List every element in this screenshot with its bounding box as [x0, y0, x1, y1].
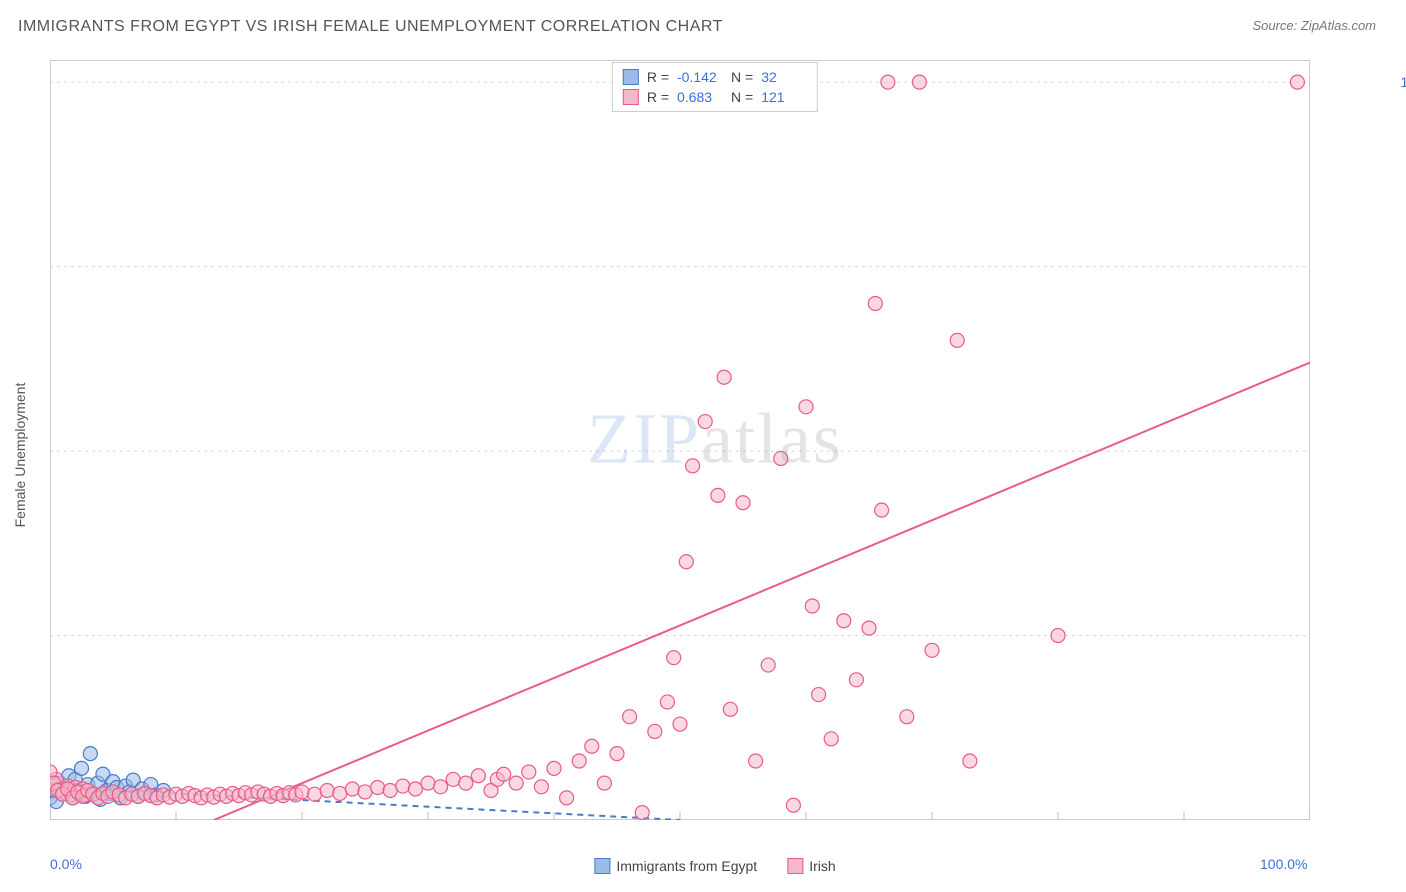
legend-r-label: R = — [647, 87, 669, 107]
x-tick-label: 100.0% — [1260, 856, 1307, 872]
series-legend: Immigrants from Egypt Irish — [594, 858, 835, 874]
legend-swatch — [623, 89, 639, 105]
page-title: IMMIGRANTS FROM EGYPT VS IRISH FEMALE UN… — [18, 18, 723, 36]
legend-swatch — [623, 69, 639, 85]
legend-r-value: 0.683 — [677, 87, 723, 107]
legend-n-value: 121 — [761, 87, 807, 107]
legend-n-label: N = — [731, 87, 753, 107]
x-tick-label: 0.0% — [50, 856, 82, 872]
legend-label: Immigrants from Egypt — [616, 858, 757, 874]
scatter-plot — [50, 60, 1310, 820]
legend-row: R = -0.142 N = 32 — [623, 67, 807, 87]
legend-label: Irish — [809, 858, 835, 874]
legend-item: Irish — [787, 858, 835, 874]
legend-n-label: N = — [731, 67, 753, 87]
legend-n-value: 32 — [761, 67, 807, 87]
legend-item: Immigrants from Egypt — [594, 858, 757, 874]
legend-r-value: -0.142 — [677, 67, 723, 87]
y-tick-label: 100.0% — [1401, 74, 1406, 90]
legend-r-label: R = — [647, 67, 669, 87]
legend-swatch — [787, 858, 803, 874]
legend-row: R = 0.683 N = 121 — [623, 87, 807, 107]
legend-swatch — [594, 858, 610, 874]
correlation-legend: R = -0.142 N = 32 R = 0.683 N = 121 — [612, 62, 818, 112]
chart-container: Female Unemployment ZIPatlas R = -0.142 … — [50, 60, 1380, 850]
y-axis-label: Female Unemployment — [12, 383, 28, 528]
source-text: Source: ZipAtlas.com — [1252, 18, 1376, 33]
